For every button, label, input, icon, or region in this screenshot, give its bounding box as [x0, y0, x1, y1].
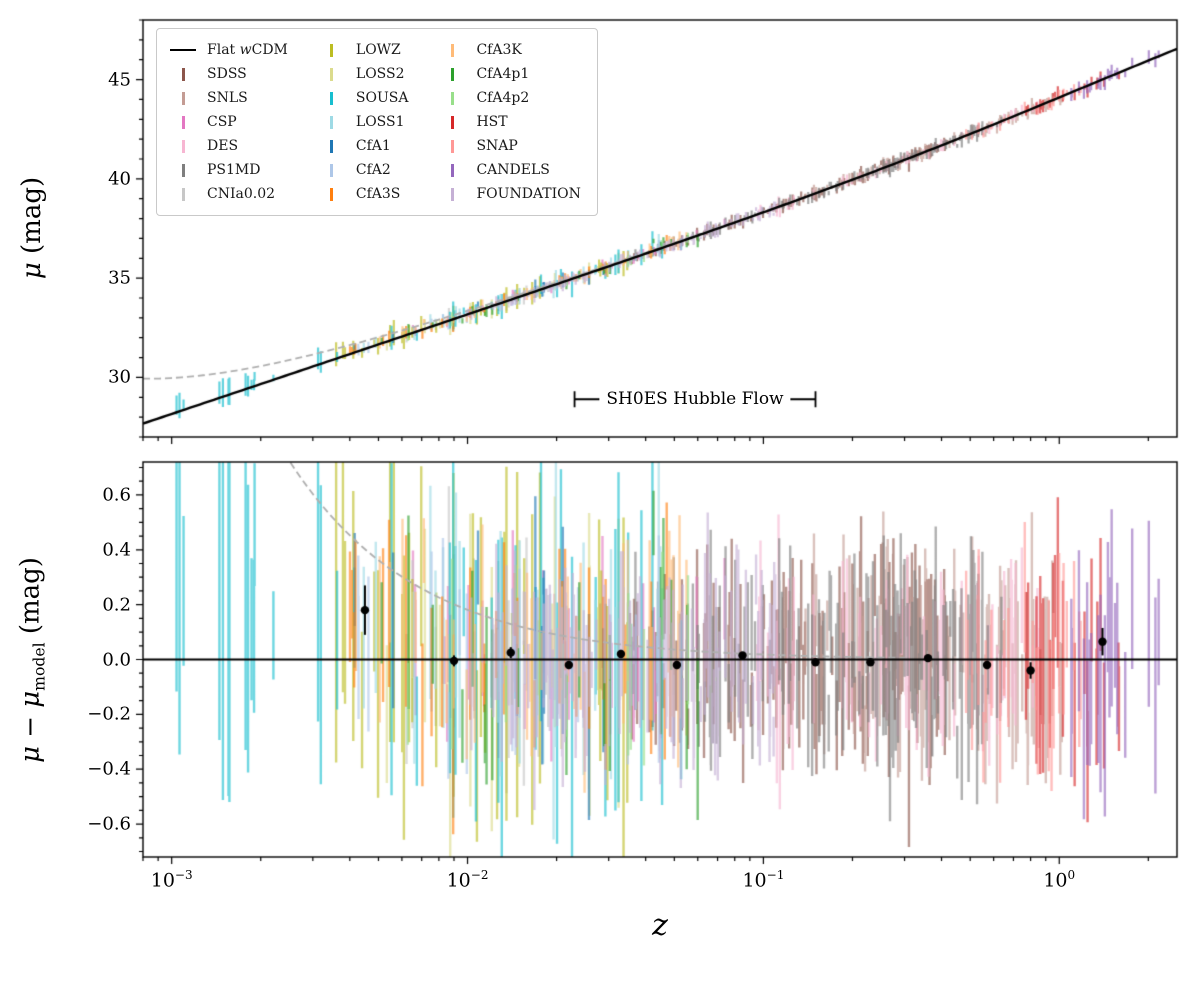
pantheon-hubble-diagram-figure: Flat wCDM SDSS SNLS CSP DES PS1MD CNIa0.02 LOWZ… — [0, 0, 1202, 981]
hubble-diagram-canvas — [0, 0, 1202, 981]
